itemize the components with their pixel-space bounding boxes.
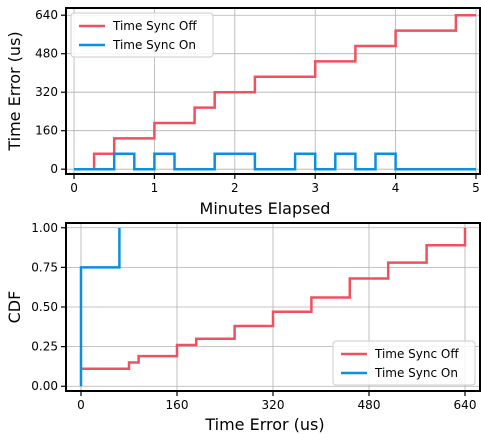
series-line-time-sync-on	[79, 227, 121, 387]
plot-frame	[65, 7, 481, 175]
legend: Time Sync Off Time Sync On	[70, 12, 214, 58]
y-tick-label: 0.00	[31, 379, 58, 393]
x-tick-label: 640	[454, 398, 477, 412]
x-tick-label: 1	[151, 181, 159, 195]
y-tick-label: 1.00	[31, 221, 58, 235]
legend-box	[70, 12, 214, 58]
x-tick-label: 3	[311, 181, 319, 195]
x-tick-label: 4	[392, 181, 400, 195]
y-tick-label: 640	[35, 8, 58, 22]
legend-label: Time Sync Off	[374, 347, 459, 361]
y-tick-label: 0	[50, 162, 58, 176]
x-axis-label: Time Error (us)	[204, 415, 324, 434]
y-tick-label: 0.75	[31, 260, 58, 274]
x-tick-label: 2	[231, 181, 239, 195]
legend-label: Time Sync On	[374, 366, 458, 380]
legend: Time Sync Off Time Sync On	[332, 340, 476, 386]
series-line-time-sync-off	[81, 227, 467, 371]
x-tick-label: 480	[358, 398, 381, 412]
legend-box	[332, 340, 476, 386]
chart-panel-2: 0 160 320 480 640 0.00 0.25 0.50 0.75 1.00 Time Er…	[5, 221, 481, 434]
legend-label: Time Sync On	[112, 38, 196, 52]
x-axis-label: Minutes Elapsed	[200, 199, 331, 218]
chart-panel-1: 0 1 2 3 4 5 0 160 320 480 640 Minutes Elapsed Time E…	[5, 7, 481, 218]
x-tick-label: 5	[472, 181, 480, 195]
y-tick-label: 160	[35, 124, 58, 138]
x-tick-label: 320	[262, 398, 285, 412]
x-tick-label: 0	[77, 398, 85, 412]
series-line-time-sync-off	[92, 13, 476, 170]
y-tick-label: 0.50	[31, 300, 58, 314]
y-axis-label: CDF	[5, 291, 24, 324]
series-line-time-sync-on	[74, 152, 476, 171]
y-tick-label: 0.25	[31, 340, 58, 354]
y-axis-label: Time Error (us)	[5, 31, 24, 151]
legend-label: Time Sync Off	[112, 19, 197, 33]
y-tick-label: 320	[35, 85, 58, 99]
x-tick-label: 0	[70, 181, 78, 195]
y-tick-label: 480	[35, 47, 58, 61]
x-tick-label: 160	[166, 398, 189, 412]
